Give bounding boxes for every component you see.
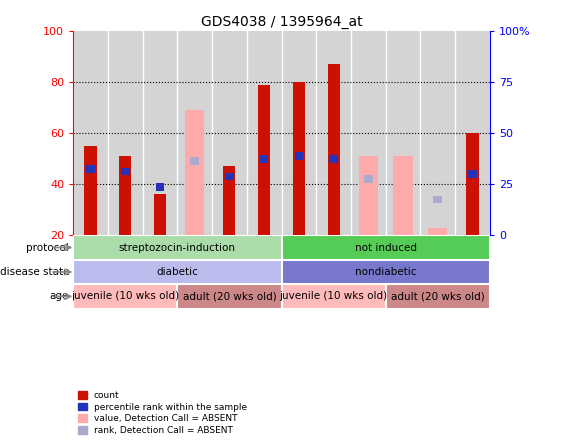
Bar — [386, 284, 490, 309]
Bar — [329, 155, 338, 163]
Text: not induced: not induced — [355, 242, 417, 253]
Bar — [84, 146, 97, 235]
Text: protocol: protocol — [26, 242, 69, 253]
Bar — [177, 284, 282, 309]
Bar — [224, 166, 235, 235]
Legend: count, percentile rank within the sample, value, Detection Call = ABSENT, rank, : count, percentile rank within the sample… — [78, 391, 247, 435]
Text: disease state: disease state — [0, 267, 69, 277]
Bar — [359, 156, 378, 235]
Bar — [225, 173, 234, 180]
Bar — [294, 152, 303, 160]
Bar — [282, 235, 490, 260]
Bar — [394, 156, 413, 235]
Text: diabetic: diabetic — [157, 267, 198, 277]
Bar — [73, 284, 177, 309]
Bar — [328, 64, 339, 235]
Bar — [282, 284, 386, 309]
Bar — [258, 85, 270, 235]
Title: GDS4038 / 1395964_at: GDS4038 / 1395964_at — [200, 15, 363, 29]
Text: adult (20 wks old): adult (20 wks old) — [391, 291, 485, 301]
Bar — [434, 196, 442, 203]
Text: adult (20 wks old): adult (20 wks old) — [182, 291, 276, 301]
Bar — [86, 165, 95, 173]
Bar — [121, 168, 129, 175]
Bar — [364, 175, 373, 183]
Text: juvenile (10 wks old): juvenile (10 wks old) — [71, 291, 180, 301]
Bar — [293, 82, 305, 235]
Text: streptozocin-induction: streptozocin-induction — [119, 242, 236, 253]
Bar — [282, 260, 490, 284]
Bar — [155, 183, 164, 190]
Text: nondiabetic: nondiabetic — [355, 267, 417, 277]
Bar — [428, 228, 447, 235]
Bar — [154, 194, 166, 235]
Text: juvenile (10 wks old): juvenile (10 wks old) — [279, 291, 388, 301]
Bar — [73, 260, 282, 284]
Bar — [260, 155, 269, 163]
Bar — [73, 235, 282, 260]
Bar — [185, 110, 204, 235]
Bar — [119, 156, 131, 235]
Bar — [190, 158, 199, 165]
Text: age: age — [50, 291, 69, 301]
Bar — [466, 133, 479, 235]
Bar — [468, 170, 477, 178]
